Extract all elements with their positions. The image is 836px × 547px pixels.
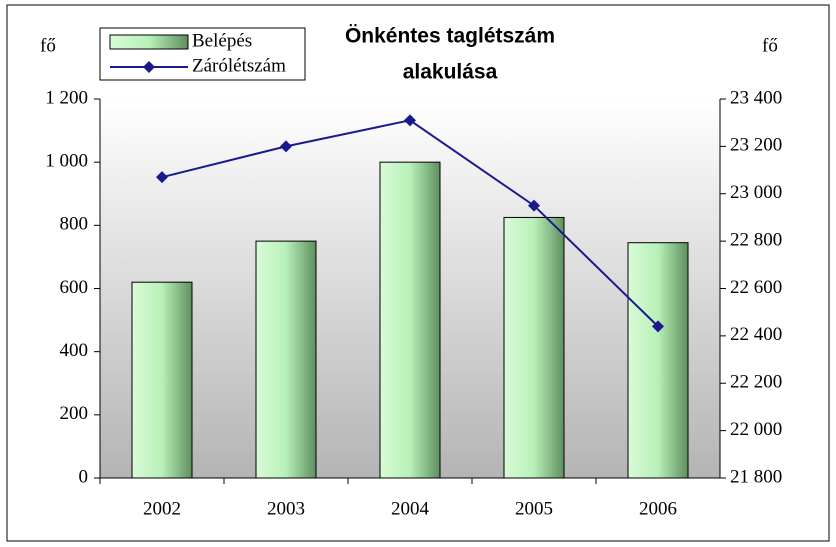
y-tick-label: 0 bbox=[79, 466, 89, 487]
y2-tick-label: 22 600 bbox=[730, 277, 782, 298]
bar bbox=[627, 242, 689, 479]
y-tick-label: 200 bbox=[60, 403, 89, 424]
x-tick-label: 2005 bbox=[515, 498, 553, 519]
y-axis-label: fő bbox=[40, 35, 56, 56]
bar bbox=[255, 240, 317, 479]
legend-swatch bbox=[109, 34, 189, 50]
bar bbox=[131, 281, 193, 479]
y-tick-label: 600 bbox=[60, 277, 89, 298]
x-tick-label: 2004 bbox=[391, 498, 430, 519]
y2-tick-label: 22 800 bbox=[730, 229, 782, 250]
bar bbox=[379, 161, 441, 479]
line-marker bbox=[404, 114, 416, 127]
y2-axis-label: fő bbox=[762, 35, 778, 56]
line-marker bbox=[528, 199, 540, 212]
line-marker bbox=[652, 320, 664, 333]
y2-tick-label: 22 400 bbox=[730, 324, 782, 345]
y2-tick-label: 22 200 bbox=[730, 372, 782, 393]
y2-tick-label: 21 800 bbox=[730, 466, 782, 487]
y-tick-label: 400 bbox=[60, 340, 89, 361]
y-tick-label: 1 000 bbox=[45, 151, 88, 172]
y-tick-label: 1 200 bbox=[45, 87, 88, 108]
legend-swatch bbox=[143, 61, 155, 73]
y2-tick-label: 23 200 bbox=[730, 135, 782, 156]
legend bbox=[99, 27, 306, 81]
y2-tick-label: 22 000 bbox=[730, 419, 782, 440]
line-marker bbox=[280, 140, 292, 153]
chart-title: alakulása bbox=[403, 61, 498, 84]
x-tick-label: 2002 bbox=[143, 498, 181, 519]
y-tick-label: 800 bbox=[60, 214, 89, 235]
x-tick-label: 2003 bbox=[267, 498, 305, 519]
legend-label: Zárólétszám bbox=[192, 55, 286, 76]
y2-tick-label: 23 400 bbox=[730, 87, 782, 108]
bar bbox=[503, 216, 565, 479]
y2-tick-label: 23 000 bbox=[730, 182, 782, 203]
legend-label: Belépés bbox=[192, 30, 252, 51]
x-tick-label: 2006 bbox=[639, 498, 677, 519]
chart-title: Önkéntes taglétszám bbox=[345, 25, 555, 48]
line-marker bbox=[156, 171, 168, 184]
